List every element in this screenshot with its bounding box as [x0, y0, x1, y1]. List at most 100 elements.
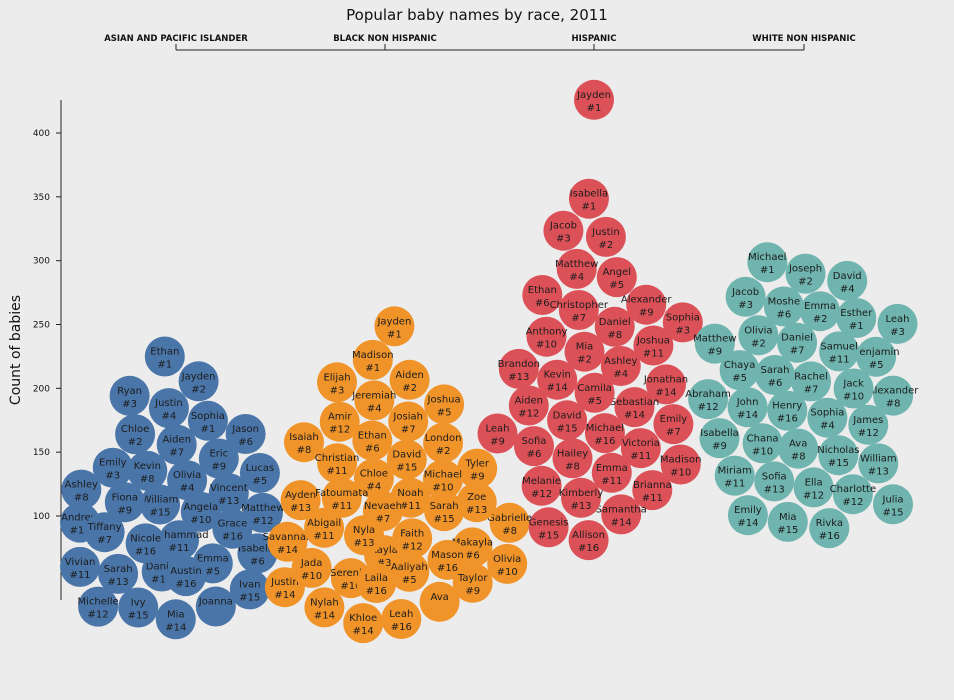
bubble-circle [660, 444, 701, 485]
name-bubble: Chloe #4 [353, 458, 394, 499]
bubble-circle [343, 603, 384, 644]
bubble-rank-label: #8 [502, 526, 517, 537]
bubble-name-label: London [425, 433, 462, 444]
bubble-name-label: Victoria [622, 438, 660, 449]
bubble-circle [118, 587, 159, 628]
bubble-circle [424, 491, 465, 532]
bubble-rank-label: #12 [252, 516, 273, 527]
bubble-rank-label: #15 [557, 423, 578, 434]
name-bubble: Ashley #8 [61, 469, 102, 510]
bubble-circle [148, 388, 189, 429]
name-bubble: Nicole #16 [125, 523, 166, 564]
name-bubble: Sofia #6 [514, 426, 554, 467]
bubble-name-label: Nicholas [817, 445, 859, 456]
bubble-rank-label: #9 [117, 505, 132, 516]
bubble-rank-label: #16 [135, 546, 156, 557]
bubble-circle [489, 502, 530, 543]
bubble-rank-label: #4 [840, 284, 855, 295]
bubble-circle [180, 491, 221, 532]
bubble-name-label: Mia [576, 342, 594, 353]
bubble-name-label: Isabella [238, 543, 276, 554]
bubble-name-label: Matthew [693, 334, 736, 345]
bubble-rank-label: #3 [556, 234, 571, 245]
bubble-rank-label: #12 [858, 428, 879, 439]
name-bubble: Henry #16 [767, 390, 808, 431]
bubble-rank-label: #1 [582, 202, 597, 213]
bubble-circle [626, 284, 667, 325]
bubble-name-label: Ella [805, 477, 823, 488]
name-bubble: Olivia #2 [738, 315, 779, 356]
bubble-name-label: Sophia [810, 408, 844, 419]
bubble-name-label: Matthew [241, 503, 284, 514]
name-bubble: Sophia #1 [187, 400, 228, 441]
bubble-rank-label: #1 [157, 360, 172, 371]
name-bubble: Kevin #14 [537, 359, 578, 400]
bubble-rank-label: #14 [611, 517, 632, 528]
bubble-rank-label: #9 [465, 586, 480, 597]
bubble-name-label: Nylah [310, 597, 339, 608]
bubble-rank-label: #14 [165, 622, 186, 633]
bubble-name-label: Moshe [768, 297, 800, 308]
bubble-name-label: David [833, 271, 862, 282]
bubble-rank-label: #3 [330, 385, 345, 396]
bubble-name-label: Charlotte [830, 484, 876, 495]
bubble-rank-label: #11 [327, 466, 348, 477]
name-bubble: Abraham #12 [685, 379, 731, 420]
bubble-name-label: Chaya [724, 360, 756, 371]
name-bubble: William #15 [140, 484, 180, 525]
bubble-name-label: Ethan [358, 431, 387, 442]
bubble-rank-label: #16 [777, 414, 798, 425]
name-bubble: Michelle #12 [78, 586, 119, 627]
bubble-name-label: Henry [772, 401, 802, 412]
bubble-circle [793, 467, 834, 508]
bubble-circle [319, 401, 360, 442]
bubble-circle [392, 518, 433, 559]
bubble-rank-label: #6 [250, 556, 265, 567]
name-bubble: Joanna [195, 586, 236, 627]
bubble-name-label: Genesis [529, 517, 569, 528]
name-bubble: Nyla #13 [344, 515, 384, 556]
name-bubble: Mia #15 [767, 501, 808, 542]
bubble-rank-label: #5 [253, 476, 268, 487]
bubble-rank-label: #12 [402, 541, 423, 552]
name-bubble: Khloe #14 [343, 603, 384, 644]
name-bubble: Ivan #15 [229, 569, 270, 610]
bubble-name-label: Fiona [112, 492, 138, 503]
bubble-name-label: Jayden [181, 371, 216, 382]
bubble-circle [166, 556, 206, 597]
bubble-circle [662, 302, 703, 343]
bubble-rank-label: #10 [752, 446, 773, 457]
bubble-rank-label: #13 [108, 577, 129, 588]
name-bubble: Jayden #1 [574, 79, 614, 120]
name-bubble: Aaliyah #5 [389, 551, 430, 592]
name-bubble: Jason #6 [225, 414, 266, 454]
bubble-rank-label: #10 [301, 571, 322, 582]
name-bubble: Vivian #11 [60, 546, 100, 587]
bubble-name-label: Daniel [781, 333, 813, 344]
bubble-name-label: Camila [577, 383, 612, 394]
bubble-name-label: Brandon [498, 359, 540, 370]
bubble-rank-label: #9 [639, 308, 654, 319]
bubble-rank-label: #4 [569, 272, 584, 283]
bubble-name-label: Isabella [570, 189, 608, 200]
bubble-circle [791, 361, 831, 402]
bubble-name-label: Sarah [104, 564, 133, 575]
bubble-circle [291, 547, 332, 588]
bubble-name-label: Olivia [744, 325, 772, 336]
bubble-circle [742, 423, 783, 464]
bubble-name-label: Jayden [576, 90, 611, 101]
bubble-name-label: Tyler [464, 459, 489, 470]
bubble-rank-label: #10 [497, 567, 518, 578]
bubble-rank-label: #8 [565, 461, 580, 472]
name-bubble: Angela #10 [180, 491, 221, 532]
bubble-name-label: Ivy [131, 598, 146, 609]
name-bubble: Laila #16 [356, 563, 397, 603]
bubble-circle [267, 521, 308, 562]
bubble-circle [457, 448, 498, 489]
bubble-circle [317, 443, 358, 484]
bubble-name-label: Brianna [633, 480, 672, 491]
bubble-rank-label: #10 [151, 575, 172, 586]
bubble-name-label: David [392, 450, 421, 461]
bubble-name-label: Ashley [604, 356, 637, 367]
bubble-name-label: Hailey [557, 448, 588, 459]
